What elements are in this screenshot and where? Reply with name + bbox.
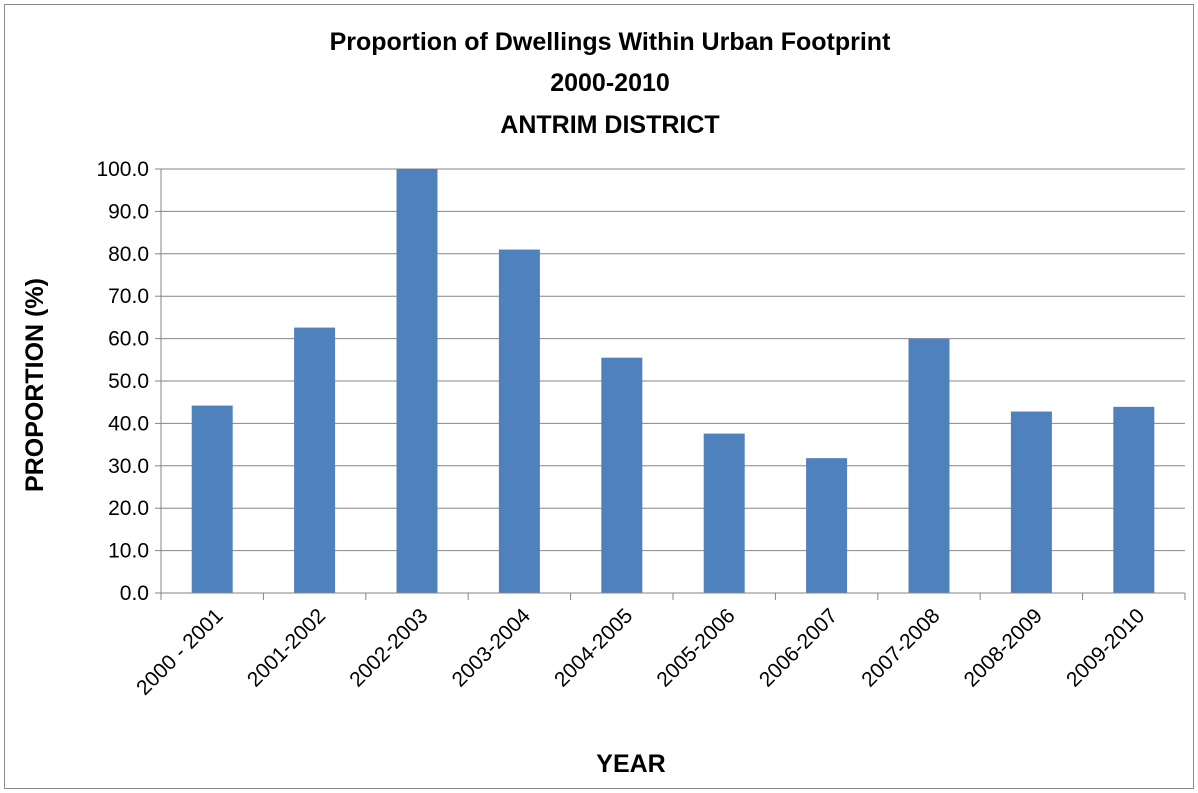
y-tick-label: 50.0 bbox=[108, 370, 149, 393]
y-tick-label: 30.0 bbox=[108, 455, 149, 478]
x-tick-label: 2003-2004 bbox=[448, 604, 536, 692]
bar bbox=[1113, 406, 1155, 593]
bar bbox=[294, 327, 336, 593]
bar bbox=[703, 433, 745, 593]
y-tick-label: 80.0 bbox=[108, 243, 149, 266]
y-axis-title: PROPORTION (%) bbox=[21, 278, 49, 492]
bar bbox=[1010, 411, 1052, 593]
bar-chart: Proportion of Dwellings Within Urban Foo… bbox=[21, 28, 1186, 778]
y-tick-label: 20.0 bbox=[108, 497, 149, 520]
chart-title-line-3: ANTRIM DISTRICT bbox=[500, 111, 719, 139]
x-tick-label: 2004-2005 bbox=[550, 604, 637, 691]
y-tick-label: 60.0 bbox=[108, 328, 149, 351]
bar bbox=[806, 458, 848, 593]
bar bbox=[498, 249, 540, 593]
bar bbox=[396, 169, 438, 593]
chart-title-line-2: 2000-2010 bbox=[550, 69, 670, 97]
x-axis-ticks: 2000 - 2001 2001-2002 2002-2003 2003-2004 20… bbox=[132, 604, 1149, 700]
y-tick-label: 100.0 bbox=[96, 158, 149, 181]
y-tick-label: 90.0 bbox=[108, 200, 149, 223]
x-tick-label: 2000 - 2001 bbox=[132, 604, 228, 700]
x-tick-label: 2006-2007 bbox=[755, 604, 842, 691]
chart-frame: Proportion of Dwellings Within Urban Foo… bbox=[4, 4, 1194, 789]
bar bbox=[908, 338, 950, 593]
chart-title-line-1: Proportion of Dwellings Within Urban Foo… bbox=[330, 28, 891, 56]
x-tick-label: 2008-2009 bbox=[960, 604, 1047, 691]
y-axis-ticks: 0.0 10.0 20.0 30.0 40.0 50.0 60.0 70.0 80.0 90.0 1… bbox=[96, 158, 161, 605]
y-tick-label: 10.0 bbox=[108, 540, 149, 563]
bars bbox=[191, 169, 1155, 593]
x-tick-label: 2009-2010 bbox=[1062, 604, 1149, 691]
x-tick-label: 2007-2008 bbox=[857, 604, 944, 691]
y-tick-label: 0.0 bbox=[120, 582, 149, 605]
x-tick-label: 2001-2002 bbox=[243, 604, 330, 691]
x-tick-label: 2005-2006 bbox=[652, 604, 739, 691]
y-tick-label: 70.0 bbox=[108, 285, 149, 308]
chart-title: Proportion of Dwellings Within Urban Foo… bbox=[330, 28, 891, 139]
bar bbox=[601, 357, 643, 593]
bar bbox=[191, 405, 233, 593]
y-tick-label: 40.0 bbox=[108, 412, 149, 435]
x-tick-label: 2002-2003 bbox=[345, 604, 432, 691]
x-axis bbox=[160, 169, 1186, 600]
x-axis-title: YEAR bbox=[596, 750, 665, 778]
